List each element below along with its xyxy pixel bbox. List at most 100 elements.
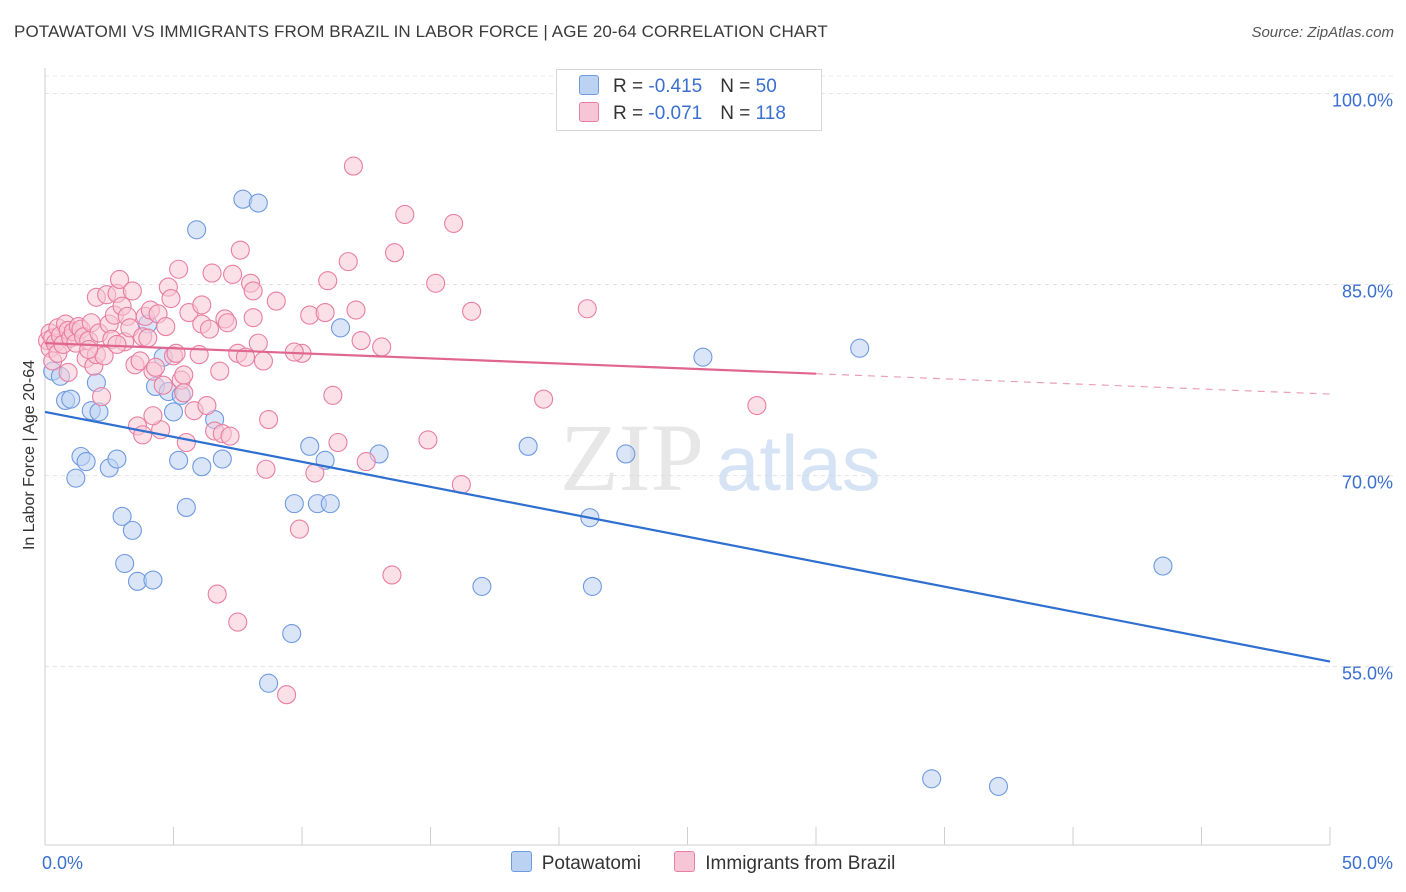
gridlines: [45, 75, 1393, 668]
point-s0-37: [320, 494, 340, 514]
legend-item-potawatomi[interactable]: Potawatomi: [510, 851, 641, 875]
point-s1-119: [323, 385, 343, 405]
stats-row-potawatomi: R = -0.415 N = 50: [579, 75, 777, 99]
point-s1-81: [266, 291, 286, 311]
point-s1-108: [143, 406, 163, 426]
point-s1-63: [197, 395, 217, 416]
point-s1-37: [122, 281, 142, 301]
y-tick-label-2: 70.0%: [1342, 473, 1393, 493]
stats-row-brazil: R = -0.071 N = 118: [579, 102, 786, 126]
point-s1-86: [315, 303, 335, 323]
point-s0-6: [76, 452, 96, 472]
point-s1-112: [107, 334, 127, 354]
point-s1-96: [426, 273, 446, 293]
point-s0-11: [107, 449, 127, 469]
brazil-n-label: N =: [720, 103, 756, 124]
point-s1-92: [351, 331, 371, 351]
point-s0-4: [66, 468, 86, 488]
point-s1-70: [217, 313, 238, 333]
point-s1-99: [462, 301, 482, 321]
point-s1-79: [256, 459, 276, 479]
point-s0-25: [187, 220, 207, 240]
legend-brazil-swatch: [674, 851, 696, 872]
point-s1-73: [230, 240, 250, 260]
point-s1-74: [235, 347, 256, 367]
trend-lines: [44, 342, 1331, 663]
point-s1-100: [534, 389, 554, 409]
x-tick-max: 50.0%: [1341, 853, 1393, 873]
data-points: [38, 156, 1173, 796]
legend-brazil-label: Immigrants from Brazil: [705, 853, 896, 874]
point-s1-52: [161, 289, 181, 309]
point-s0-28: [212, 449, 232, 469]
point-s1-57: [174, 383, 194, 403]
point-s1-94: [384, 243, 405, 263]
brazil-n-value: 118: [755, 103, 786, 124]
point-s1-78: [253, 351, 274, 371]
point-s1-88: [328, 432, 348, 453]
y-tick-labels: 100.0% 85.0% 70.0% 55.0%: [1332, 90, 1393, 683]
point-s0-33: [284, 494, 304, 514]
point-s0-21: [163, 402, 184, 422]
point-s0-32: [282, 624, 302, 644]
point-s1-116: [356, 452, 376, 472]
point-s1-55: [169, 259, 189, 279]
point-s0-3: [61, 389, 81, 409]
trend-brazil: [44, 342, 817, 375]
point-s0-31: [259, 673, 279, 693]
point-s1-46: [145, 357, 166, 377]
point-s1-67: [210, 361, 230, 381]
brazil-r-value: -0.071: [648, 103, 703, 124]
point-s0-44: [616, 444, 636, 464]
point-s0-13: [115, 553, 135, 574]
point-s1-118: [372, 337, 392, 357]
chart-source: Source: ZipAtlas.com: [1251, 24, 1394, 41]
point-s1-103: [207, 584, 227, 604]
bottom-legend: Potawatomi Immigrants from Brazil: [0, 851, 1406, 875]
point-s0-24: [176, 497, 196, 518]
point-s1-110: [79, 339, 99, 360]
point-s1-25: [91, 387, 112, 407]
legend-potawatomi-swatch: [510, 851, 532, 872]
point-s1-117: [418, 430, 438, 450]
point-s1-91: [346, 300, 366, 320]
point-s1-89: [338, 252, 358, 272]
point-s0-12: [112, 506, 132, 526]
point-s1-114: [243, 308, 263, 328]
point-s1-77: [248, 333, 268, 353]
point-s0-46: [850, 338, 870, 358]
point-s0-43: [582, 576, 602, 596]
point-s1-80: [259, 410, 279, 430]
point-s0-40: [472, 576, 492, 596]
point-s0-47: [922, 769, 942, 789]
axes: [44, 68, 1331, 846]
point-s0-17: [143, 570, 163, 590]
point-s0-41: [518, 436, 538, 456]
point-s1-87: [318, 271, 338, 291]
point-s1-50: [156, 317, 176, 337]
point-s1-97: [444, 213, 464, 233]
trend-potawatomi: [44, 410, 1331, 663]
chart-title: POTAWATOMI VS IMMIGRANTS FROM BRAZIL IN …: [14, 22, 828, 41]
point-s1-90: [343, 156, 363, 176]
point-s1-71: [223, 264, 243, 284]
point-s1-64: [199, 319, 220, 339]
y-tick-label-3: 55.0%: [1342, 664, 1393, 684]
point-s1-43: [138, 328, 158, 348]
y-tick-label-0: 100.0%: [1332, 90, 1393, 110]
point-s0-38: [330, 318, 351, 338]
point-s1-83: [289, 519, 309, 539]
point-s0-22: [169, 450, 189, 470]
point-s1-102: [747, 395, 767, 416]
brazil-swatch: [579, 102, 599, 122]
potawatomi-r-value: -0.415: [648, 76, 703, 97]
point-s1-93: [382, 565, 402, 585]
legend-item-brazil[interactable]: Immigrants from Brazil: [674, 851, 895, 875]
stats-legend-box: R = -0.415 N = 50 R = -0.071 N = 118: [556, 69, 822, 131]
point-s1-105: [220, 426, 240, 446]
potawatomi-swatch: [579, 75, 599, 95]
point-s1-65: [202, 263, 222, 283]
point-s0-26: [192, 457, 212, 477]
watermark-atlas: atlas: [716, 419, 881, 507]
point-s0-48: [988, 776, 1009, 796]
